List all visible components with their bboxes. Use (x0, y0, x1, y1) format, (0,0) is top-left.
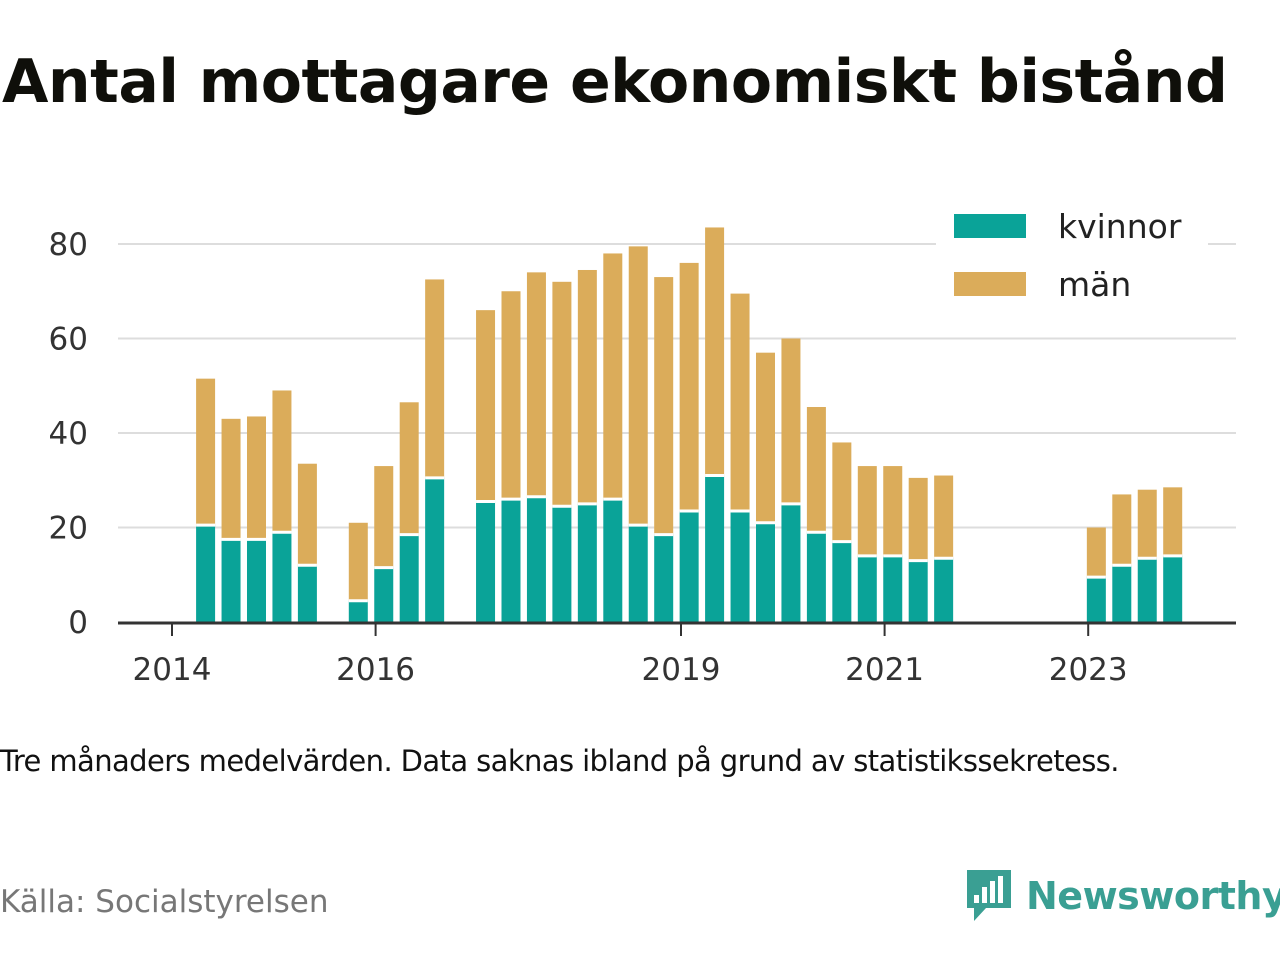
bar-kvinnor (755, 522, 775, 622)
legend-swatch-kvinnor (954, 214, 1026, 238)
bar-man (730, 293, 750, 511)
y-tick-label: 20 (49, 511, 88, 547)
bar-kvinnor (781, 503, 801, 622)
bar-kvinnor (399, 534, 419, 622)
x-tick-label: 2014 (133, 652, 212, 688)
bar-man (399, 402, 419, 535)
legend: kvinnor män (936, 202, 1208, 312)
legend-swatch-man (954, 272, 1026, 296)
bar-kvinnor (1137, 558, 1157, 622)
bar-kvinnor (857, 555, 877, 622)
bar-man (1112, 494, 1132, 566)
bar-kvinnor (1086, 577, 1106, 622)
bar-kvinnor (348, 600, 368, 622)
bar-kvinnor (526, 496, 546, 622)
x-tick-label: 2023 (1049, 652, 1128, 688)
bar-man (1086, 527, 1106, 578)
bar-kvinnor (1112, 565, 1132, 622)
bar-man (425, 279, 445, 478)
bar-kvinnor (883, 555, 903, 622)
bar-kvinnor (806, 532, 826, 622)
bar-kvinnor (374, 567, 394, 622)
bar-kvinnor (501, 499, 521, 622)
bar-man (832, 442, 852, 542)
x-tick-label: 2016 (336, 652, 415, 688)
y-axis-ticks: 0 20 40 60 80 (49, 227, 88, 641)
bar-man (755, 352, 775, 523)
bar-man (577, 269, 597, 504)
bar-kvinnor (196, 525, 216, 622)
bar-kvinnor (297, 565, 317, 622)
x-tick-label: 2019 (642, 652, 721, 688)
bar-man (934, 475, 954, 559)
bars (196, 227, 1183, 622)
bar-kvinnor (730, 510, 750, 622)
bar-kvinnor (221, 539, 241, 622)
bar-man (1137, 489, 1157, 559)
bar-man (501, 291, 521, 500)
bar-kvinnor (832, 541, 852, 622)
legend-label-kvinnor: kvinnor (1058, 207, 1182, 246)
bar-man (603, 253, 623, 500)
chart-title: Antal mottagare ekonomiskt bistånd (2, 47, 1228, 117)
bar-man (297, 463, 317, 566)
bar-kvinnor (603, 499, 623, 622)
brand-logo: Newsworthy (964, 866, 1280, 926)
bar-man (374, 466, 394, 568)
bar-kvinnor (908, 560, 928, 622)
bar-kvinnor (476, 501, 496, 622)
bar-kvinnor (425, 477, 445, 622)
bar-kvinnor (246, 539, 266, 622)
bar-man (908, 477, 928, 561)
bar-man (246, 416, 266, 540)
bar-man (857, 466, 877, 556)
bar-kvinnor (577, 503, 597, 622)
bar-man (883, 466, 903, 556)
y-tick-label: 80 (49, 227, 88, 263)
y-tick-label: 60 (49, 322, 88, 358)
bar-kvinnor (654, 534, 674, 622)
bar-kvinnor (552, 506, 572, 622)
bar-man (476, 310, 496, 502)
bar-man (806, 407, 826, 533)
x-tick-label: 2021 (845, 652, 924, 688)
newsworthy-logo-icon (967, 870, 1011, 921)
bar-man (679, 262, 699, 511)
bar-chart: 0 20 40 60 80 2014 2016 2019 2021 2023 kvinnor mä… (48, 202, 1236, 688)
bar-man (272, 390, 292, 533)
y-tick-label: 0 (68, 605, 88, 641)
bar-man (552, 281, 572, 507)
legend-label-man: män (1058, 265, 1131, 304)
y-tick-label: 40 (49, 416, 88, 452)
bar-kvinnor (272, 532, 292, 622)
bar-kvinnor (934, 558, 954, 622)
bar-kvinnor (705, 475, 725, 622)
chart-note: Tre månaders medelvärden. Data saknas ib… (0, 744, 1120, 778)
bar-man (526, 272, 546, 497)
brand-name: Newsworthy (1026, 874, 1280, 918)
bar-kvinnor (628, 525, 648, 622)
bar-man (1163, 487, 1183, 556)
bar-man (628, 246, 648, 526)
bar-man (348, 522, 368, 601)
bar-man (196, 378, 216, 526)
bar-kvinnor (679, 510, 699, 622)
x-axis: 2014 2016 2019 2021 2023 (118, 621, 1236, 688)
bar-kvinnor (1163, 555, 1183, 622)
source-credit: Källa: Socialstyrelsen (0, 884, 329, 920)
bar-man (654, 277, 674, 535)
bar-man (221, 418, 241, 540)
bar-man (781, 338, 801, 504)
bar-man (705, 227, 725, 476)
